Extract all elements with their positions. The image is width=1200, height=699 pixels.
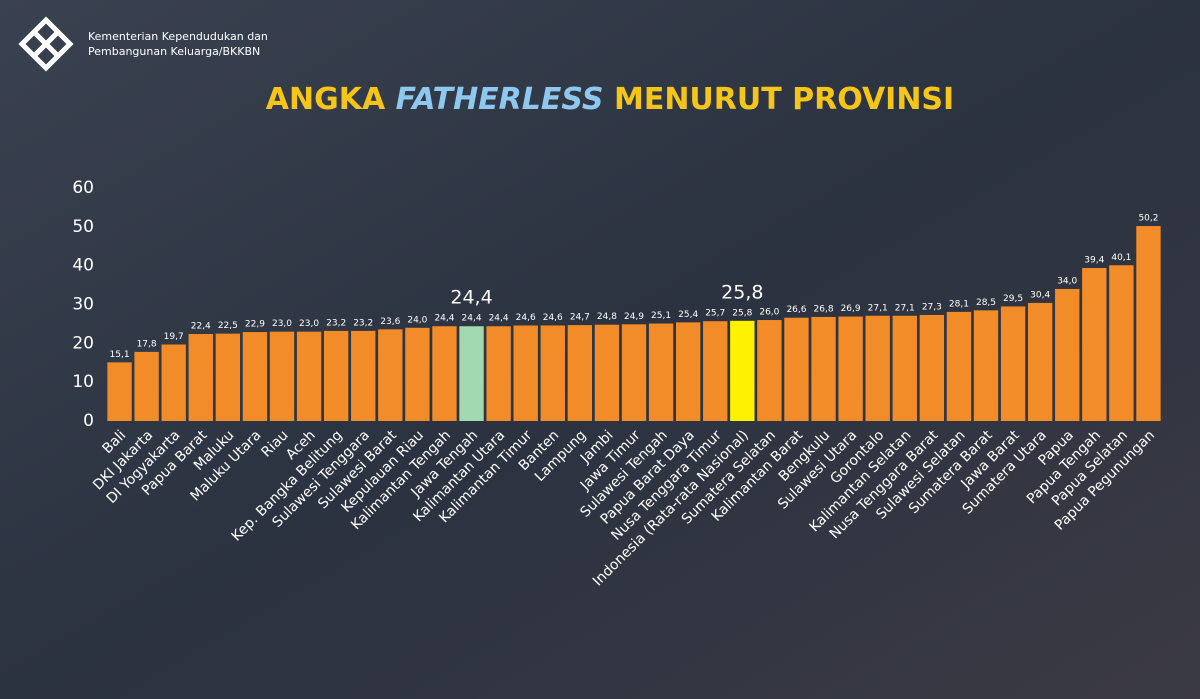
bar <box>730 320 755 421</box>
value-label: 29,5 <box>1003 294 1023 304</box>
value-label: 24,7 <box>570 313 590 323</box>
value-label: 26,6 <box>786 305 806 315</box>
value-label: 15,1 <box>110 350 130 360</box>
value-label: 26,0 <box>759 308 779 318</box>
value-label: 28,1 <box>949 299 969 309</box>
bar <box>865 315 890 421</box>
value-label: 25,1 <box>651 311 671 321</box>
bar <box>405 327 430 421</box>
value-label: 24,9 <box>624 312 644 322</box>
y-tick-label: 30 <box>72 295 94 315</box>
bar <box>1109 265 1134 421</box>
value-label: 22,4 <box>191 322 211 332</box>
bar <box>1082 267 1107 421</box>
value-label: 24,0 <box>407 315 427 325</box>
value-label: 30,4 <box>1030 290 1050 300</box>
value-label: 23,2 <box>326 318 346 328</box>
value-label: 17,8 <box>137 339 157 349</box>
value-label: 23,0 <box>299 319 319 329</box>
bar <box>838 316 863 421</box>
org-name: Pembangunan Keluarga/BKKBN <box>88 45 260 58</box>
bar <box>486 326 511 421</box>
bar <box>134 351 159 421</box>
value-label: 27,1 <box>868 303 888 313</box>
bar <box>242 332 268 421</box>
bar <box>459 326 484 421</box>
chart-title: ANGKA FATHERLESS MENURUT PROVINSI <box>266 82 954 117</box>
bar <box>513 325 538 421</box>
value-label: 24,4 <box>434 314 454 324</box>
value-label: 24,8 <box>597 312 617 322</box>
bar <box>594 324 620 421</box>
bar <box>188 334 213 421</box>
value-label: 19,7 <box>164 332 184 342</box>
bar <box>784 317 809 421</box>
value-label: 24,4 <box>489 314 509 324</box>
bar <box>621 324 647 421</box>
value-label: 25,7 <box>705 309 725 319</box>
value-label: 28,5 <box>976 298 996 308</box>
value-label: 27,3 <box>922 302 942 312</box>
value-label: 23,2 <box>353 318 373 328</box>
bar <box>107 362 132 421</box>
y-tick-label: 40 <box>72 256 94 276</box>
bar <box>703 321 728 421</box>
y-tick-label: 50 <box>72 217 94 237</box>
bar <box>540 325 565 421</box>
bar <box>811 316 836 421</box>
bar <box>1000 306 1026 421</box>
bar <box>919 314 945 421</box>
bar <box>351 330 376 421</box>
value-label: 26,9 <box>841 304 861 314</box>
title-part: ANGKA <box>266 82 396 117</box>
value-label: 25,4 <box>678 310 698 320</box>
bar <box>1027 302 1053 421</box>
bar <box>378 329 403 421</box>
y-tick-label: 10 <box>72 372 94 392</box>
logo <box>18 16 74 72</box>
y-tick-label: 0 <box>83 411 94 431</box>
value-label: 23,6 <box>380 317 400 327</box>
bar <box>269 331 295 421</box>
value-label: 26,8 <box>814 304 834 314</box>
value-label: 23,0 <box>272 319 292 329</box>
highlight-label: 25,8 <box>721 281 763 303</box>
value-label: 24,6 <box>543 313 563 323</box>
bar <box>892 315 917 421</box>
value-label: 40,1 <box>1111 253 1131 263</box>
value-label: 34,0 <box>1057 276 1077 286</box>
value-label: 24,6 <box>516 313 536 323</box>
y-tick-label: 60 <box>72 178 94 198</box>
title-part: FATHERLESS <box>396 82 604 117</box>
bar <box>296 331 322 421</box>
bar <box>432 326 457 421</box>
bar <box>323 330 349 421</box>
bar <box>1136 226 1161 421</box>
value-label: 24,4 <box>462 314 482 324</box>
value-label: 22,9 <box>245 320 265 330</box>
bar <box>675 322 701 421</box>
bar <box>215 333 241 421</box>
bar <box>161 344 186 421</box>
bar <box>648 323 674 421</box>
value-label: 27,1 <box>895 303 915 313</box>
title-part: MENURUT PROVINSI <box>604 82 955 117</box>
org-name: Kementerian Kependudukan dan <box>88 30 268 43</box>
bar <box>946 311 972 421</box>
bar <box>757 320 782 421</box>
value-label: 50,2 <box>1138 214 1158 224</box>
value-label: 25,8 <box>732 308 752 318</box>
value-label: 39,4 <box>1084 255 1104 265</box>
value-label: 22,5 <box>218 321 238 331</box>
bar <box>973 310 999 421</box>
bar <box>567 325 593 421</box>
highlight-label: 24,4 <box>450 287 492 309</box>
y-tick-label: 20 <box>72 333 94 353</box>
bar <box>1055 288 1080 421</box>
